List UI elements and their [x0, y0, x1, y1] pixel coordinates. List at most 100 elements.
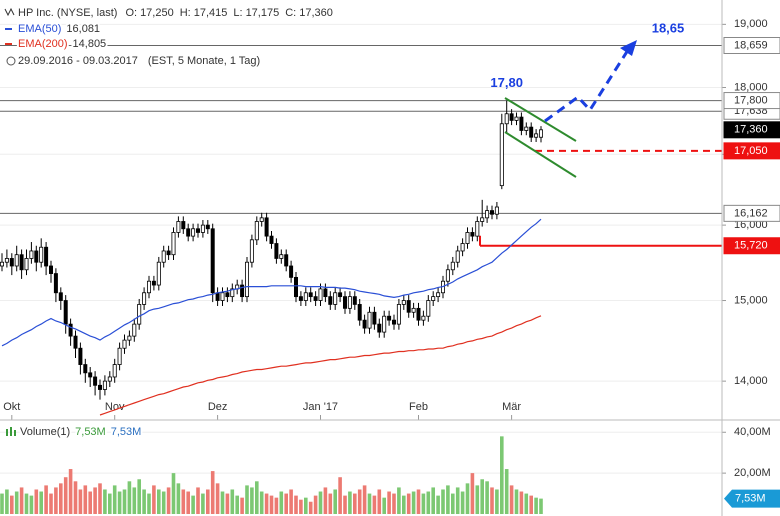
candle-body — [58, 292, 63, 301]
volume-bar — [14, 491, 19, 514]
candle-body — [524, 126, 529, 131]
volume-bar — [157, 489, 161, 514]
candle-body — [93, 376, 98, 386]
volume-icon — [10, 427, 12, 436]
volume-tick-label: 40,00M — [734, 426, 771, 438]
candle-body — [166, 250, 171, 256]
volume-legend: Volume(1) 7,53M 7,53M — [20, 426, 141, 438]
volume-bar — [186, 491, 190, 514]
volume-bar — [142, 489, 146, 514]
candle-body — [539, 129, 544, 138]
volume-bar — [490, 487, 494, 514]
header: HP Inc. (NYSE, last) O: 17,250 H: 17,415 L: 17… — [4, 5, 335, 440]
volume-bar — [534, 497, 538, 514]
candle-body — [338, 292, 343, 298]
candle-body — [431, 296, 436, 301]
volume-name: Volume(1) — [20, 426, 70, 438]
candle-body — [161, 250, 166, 263]
candle-body — [176, 221, 181, 233]
candle-body — [29, 250, 34, 259]
y-tick-label: 18,000 — [734, 81, 768, 93]
volume-last: 7,53M — [75, 426, 106, 438]
level-label: 17,360 — [734, 124, 768, 136]
marks-layer — [0, 100, 544, 514]
volume-bar — [108, 493, 112, 514]
volume-bar — [117, 491, 122, 514]
level-label: 17,050 — [734, 145, 768, 157]
volume-bar — [34, 489, 39, 514]
volume-bar — [294, 495, 298, 514]
volume-bar — [509, 485, 514, 514]
volume-bar — [5, 489, 9, 514]
candle-body — [83, 364, 88, 374]
candle-body — [426, 300, 431, 317]
instrument-icon — [4, 7, 15, 17]
candle-body — [78, 347, 83, 365]
level-label: 17,800 — [734, 94, 768, 106]
candle-body — [117, 347, 122, 365]
volume-bar — [235, 495, 239, 514]
candle-body — [49, 265, 54, 274]
candle-body — [421, 315, 426, 321]
level-badge — [723, 237, 780, 255]
candle-body — [362, 319, 367, 329]
candle-body — [171, 232, 176, 256]
candle-body — [489, 210, 494, 215]
level-label: 15,720 — [734, 240, 768, 252]
volume-bar — [210, 471, 215, 514]
ema-line — [99, 315, 542, 416]
volume-bar — [220, 491, 225, 514]
candle-body — [455, 250, 460, 263]
y-tick-label: 16,000 — [734, 219, 768, 231]
volume-bar — [269, 495, 274, 514]
candle-body — [186, 228, 191, 237]
candle-body — [269, 235, 274, 244]
level-badge — [723, 121, 780, 139]
volume-bar — [127, 481, 132, 514]
volume-bar — [255, 481, 259, 514]
volume-bar — [245, 485, 249, 514]
candle-body — [308, 292, 313, 298]
candle-body — [181, 221, 186, 230]
candle-body — [274, 243, 279, 259]
candle-body — [367, 311, 372, 329]
volume-bar — [103, 489, 107, 514]
quote-key: L: — [233, 7, 242, 19]
candle-body — [34, 250, 39, 263]
volume-bar — [112, 485, 117, 514]
projection-arrow — [620, 40, 637, 56]
candle-body — [244, 261, 249, 298]
candle-body — [372, 311, 377, 325]
volume-bar — [215, 483, 220, 514]
volume-bar — [416, 489, 421, 514]
candle-body — [450, 261, 455, 271]
candle-body — [102, 380, 107, 390]
volume-bar — [353, 493, 357, 514]
volume-bar — [500, 436, 504, 514]
volume-bar — [485, 481, 489, 514]
channel-lower — [504, 131, 577, 178]
x-tick-label: Feb — [409, 401, 428, 413]
candle-body — [485, 210, 490, 219]
volume-bar — [421, 493, 426, 514]
range-note: (EST, 5 Monate, 1 Tag) — [148, 55, 260, 67]
ema-line — [1, 218, 542, 347]
volume-bar — [426, 491, 431, 514]
quote-value: 17,175 — [246, 7, 280, 19]
volume-bar — [304, 497, 308, 514]
y-tick-label: 15,000 — [734, 294, 768, 306]
candle-body — [191, 228, 196, 237]
volume-bar — [78, 489, 83, 514]
candle-body — [284, 254, 289, 267]
level-badge — [723, 204, 780, 222]
axis-layer: 14,00015,00016,00017,00018,00019,00017,8… — [490, 18, 780, 508]
level-label: 18,659 — [734, 39, 768, 51]
candle-body — [534, 133, 539, 138]
channel-upper — [504, 97, 577, 142]
volume-bar — [10, 495, 14, 514]
volume-bar — [529, 495, 533, 514]
annotation: 17,80 — [490, 75, 523, 90]
candle-body — [352, 296, 357, 305]
candle-body — [382, 315, 387, 333]
